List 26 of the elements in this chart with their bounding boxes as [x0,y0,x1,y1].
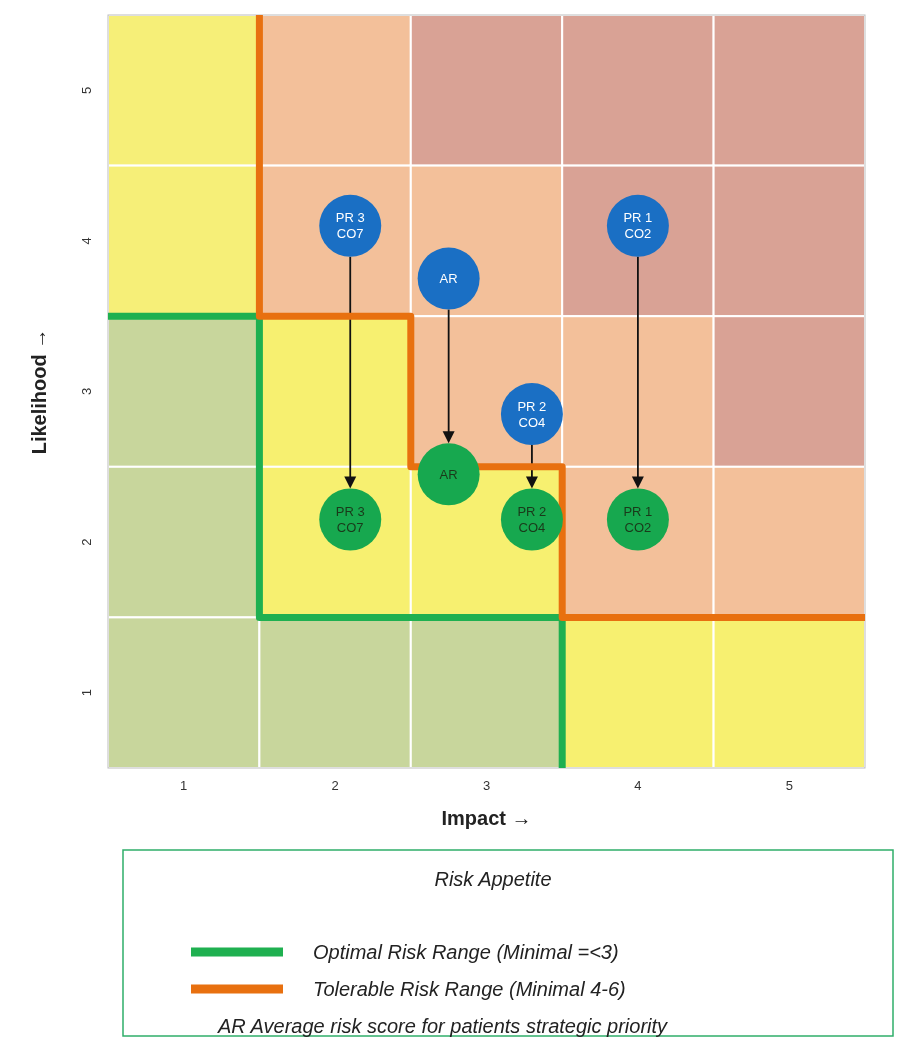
data-label: PR 3 CO7 [335,504,365,536]
y-tick-label: 2 [78,538,94,546]
y-tick-label: 5 [78,86,94,94]
x-tick-label: 4 [634,778,642,793]
x-axis-title: Impact → [441,807,532,829]
point [417,247,480,310]
data-label: PR 2 CO4 [517,504,547,536]
y-axis-title: Likelihood → [28,328,50,455]
legend-label: Optimal Risk Range (Minimal =<3) [313,941,619,963]
x-tick-label: 3 [482,778,491,793]
x-tick-label: 2 [331,778,339,793]
data-label: PR 1 CO2 [623,210,653,242]
data-label: AR [439,271,458,287]
legend-label: Tolerable Risk Range (Minimal 4-6) [313,978,626,1000]
x-tick-label: 5 [785,778,793,793]
y-tick-label: 1 [78,689,94,697]
y-tick-label: 3 [78,387,94,396]
point [417,443,480,506]
x-tick-label: 1 [180,778,188,793]
data-label: PR 3 CO7 [335,210,365,242]
data-label: AR [439,466,458,482]
data-label: PR 2 CO4 [517,398,547,430]
legend-title: Risk Appetite [434,868,552,890]
text: AR Average risk score for patients strategic priority [217,1015,669,1037]
y-tick-label: 4 [78,237,94,245]
data-label: PR 1 CO2 [623,504,653,536]
